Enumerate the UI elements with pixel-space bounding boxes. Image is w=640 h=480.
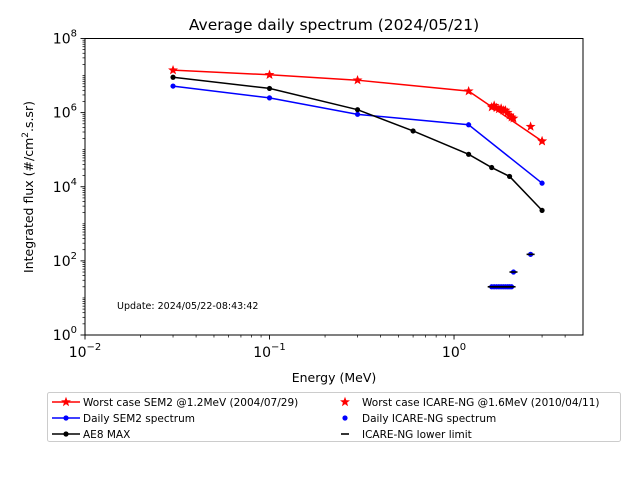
y-tick-label-1: 102	[53, 251, 77, 270]
y-axis-label-prefix: Integrated flux (#/cm	[21, 138, 36, 273]
data-point-1-1	[266, 95, 273, 101]
legend-label-2: AE8 MAX	[83, 429, 130, 441]
legend-item-5: ICARE-NG lower limit	[341, 429, 472, 441]
legend-item-3: Worst case ICARE-NG @1.6MeV (2010/04/11)	[340, 396, 600, 409]
data-point-1-3	[466, 122, 472, 128]
series-2	[170, 74, 545, 214]
data-point-1-0	[170, 83, 176, 89]
data-point-0-4	[537, 135, 548, 146]
legend-frame	[47, 392, 621, 442]
data-point-3-4	[496, 103, 507, 113]
legend-marker-0	[61, 396, 71, 407]
data-point-2-3	[410, 128, 416, 134]
series-4	[489, 251, 534, 290]
data-point-3-10	[508, 113, 519, 123]
data-point-1-2	[354, 111, 361, 117]
series-5	[487, 253, 535, 288]
legend-item-4: Daily ICARE-NG spectrum	[342, 413, 496, 425]
data-point-2-2	[354, 107, 361, 113]
legend-label-4: Daily ICARE-NG spectrum	[362, 413, 496, 425]
data-point-2-0	[170, 74, 176, 80]
data-point-1-4	[539, 180, 545, 186]
series-1	[170, 83, 545, 186]
data-point-2-6	[506, 173, 513, 180]
update-annotation: Update: 2024/05/22-08:43:42	[117, 301, 258, 312]
x-axis-label: Energy (MeV)	[292, 370, 377, 385]
data-point-0-1	[264, 69, 275, 79]
y-tick-label-0: 100	[53, 325, 77, 344]
data-point-3-11	[525, 121, 536, 131]
data-point-3-6	[500, 105, 511, 115]
y-axis-label: Integrated flux (#/cm2.s.sr)	[21, 101, 36, 273]
legend-item-2: AE8 MAX	[52, 429, 130, 441]
y-tick-label-2: 104	[53, 177, 77, 196]
legend-marker-3	[340, 396, 350, 407]
data-point-0-0	[168, 64, 178, 75]
legend-item-1: Daily SEM2 spectrum	[52, 413, 195, 425]
x-tick-label-0: 10−2	[69, 342, 102, 361]
data-point-0-3	[463, 85, 474, 96]
legend-marker-4	[342, 415, 348, 421]
data-point-2-5	[489, 164, 495, 171]
series-line-1	[172, 85, 543, 184]
plot-frame	[84, 38, 584, 336]
legend-label-0: Worst case SEM2 @1.2MeV (2004/07/29)	[83, 397, 298, 409]
data-point-3-7	[502, 107, 513, 117]
chart-title: Average daily spectrum (2024/05/21)	[189, 16, 479, 34]
legend-marker-2	[63, 431, 69, 437]
data-point-3-8	[504, 110, 515, 120]
data-point-3-1	[489, 100, 500, 110]
y-axis-label-superscript: 2	[21, 132, 31, 138]
y-tick-label-4: 108	[53, 29, 77, 48]
series-0	[168, 64, 548, 146]
legend-marker-1	[63, 415, 69, 421]
data-point-3-2	[491, 102, 502, 112]
y-axis-label-suffix: .s.sr)	[21, 101, 36, 132]
series-line-2	[172, 76, 543, 211]
legend-item-0: Worst case SEM2 @1.2MeV (2004/07/29)	[52, 396, 298, 409]
plot-area	[168, 64, 548, 290]
legend-label-5: ICARE-NG lower limit	[362, 429, 472, 441]
data-point-2-1	[266, 85, 273, 92]
legend-label-3: Worst case ICARE-NG @1.6MeV (2010/04/11)	[362, 397, 600, 409]
y-axis: 100 102 104 106 108	[53, 29, 85, 344]
data-point-2-7	[539, 207, 545, 214]
x-tick-label-2: 100	[442, 342, 466, 361]
legend-label-1: Daily SEM2 spectrum	[83, 413, 195, 425]
legend: Worst case SEM2 @1.2MeV (2004/07/29) Dail…	[47, 392, 621, 442]
y-tick-label-3: 106	[53, 103, 77, 122]
data-point-0-2	[352, 74, 363, 85]
x-axis: 10−2 10−1 100	[69, 335, 566, 361]
x-tick-label-1: 10−1	[253, 342, 286, 361]
data-point-2-4	[466, 151, 472, 157]
